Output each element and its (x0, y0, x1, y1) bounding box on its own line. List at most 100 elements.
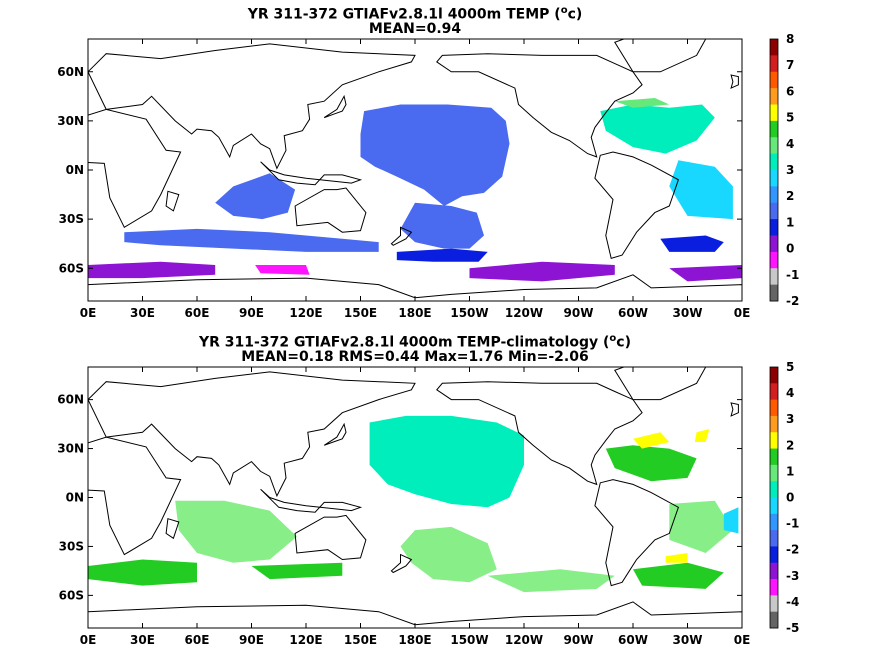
field-region-antarctic-2 (469, 261, 615, 282)
colorbar-segment (770, 137, 778, 155)
coastline-south-america (594, 479, 680, 587)
coastline-madagascar (165, 518, 180, 540)
coastline-uk (730, 74, 739, 89)
coastline-japan (323, 422, 347, 446)
colorbar-label: -4 (786, 595, 799, 609)
colorbar-segment (770, 513, 778, 531)
colorbar-segment (770, 399, 778, 417)
colorbar-segment (770, 611, 778, 629)
colorbar-segment (770, 186, 778, 204)
field-region-atlantic-yellow (633, 432, 670, 449)
colorbar-segment (770, 39, 778, 56)
colorbar-label: -5 (786, 621, 799, 635)
x-tick-label: 120E (289, 306, 322, 320)
colorbar-label: 3 (786, 163, 794, 177)
colorbar-label: 4 (786, 386, 794, 400)
field-region-weddell-deep (660, 235, 724, 252)
coastline-north-america (436, 53, 643, 158)
field-region-south-atlantic (669, 160, 733, 220)
colorbar-segment (770, 595, 778, 613)
colorbar-segment (770, 383, 778, 401)
colorbar-segment (770, 530, 778, 547)
x-tick-label: 150W (450, 633, 488, 647)
top-chart-title: YR 311-372 GTIAFv2.8.1l 4000m TEMP (oc) (88, 3, 742, 23)
map-panel-1: 0E 30E 60E 90E 120E 150E 180E 150W 120W 90W 60W 30W… (57, 360, 799, 647)
top-title-degree: o (560, 5, 568, 16)
field-region-atlantic-green (605, 445, 697, 482)
coastline-north-america (436, 381, 643, 486)
colorbar-segment (770, 153, 778, 171)
bottom-chart-title: YR 311-372 GTIAFv2.8.1l 4000m TEMP-clima… (88, 331, 742, 351)
bottom-title-text: YR 311-372 GTIAFv2.8.1l 4000m TEMP-clima… (199, 334, 610, 351)
x-tick-label: 180E (398, 306, 431, 320)
colorbar-label: 4 (786, 137, 794, 151)
field-region-south-indian-green (251, 562, 343, 580)
colorbar-label: 8 (786, 32, 794, 46)
colorbar-label: 1 (786, 215, 794, 229)
coastline-greenland (614, 39, 707, 73)
colorbar-label: 5 (786, 360, 794, 374)
coastline-australia (294, 187, 367, 233)
coastline-eurasia (88, 43, 416, 170)
colorbar-frame (769, 366, 779, 629)
map-plot-area (88, 39, 742, 301)
colorbar-label: 2 (786, 189, 794, 203)
y-tick-label: 60N (57, 393, 84, 407)
coastline-eurasia (88, 371, 416, 498)
colorbar-label: -2 (786, 543, 799, 557)
field-region-north-atlantic (600, 104, 715, 154)
field-region-south-atlantic-green (669, 500, 733, 553)
colorbar-label: -1 (786, 517, 799, 531)
colorbar-label: 0 (786, 491, 794, 505)
x-tick-label: 90W (564, 633, 594, 647)
x-tick-label: 120W (505, 633, 543, 647)
colorbar-segment (770, 251, 778, 269)
coastline-new-zealand (390, 226, 413, 246)
coastline-antarctica (88, 274, 742, 301)
x-tick-label: 30E (130, 633, 155, 647)
field-region-south-pacific (400, 526, 497, 583)
x-tick-label: 90E (239, 633, 264, 647)
field-region-antarctic-magenta (255, 265, 310, 275)
x-tick-label: 150W (450, 306, 488, 320)
y-tick-label: 30N (57, 442, 84, 456)
coastline-south-america (594, 151, 680, 260)
field-region-indian-ocean (175, 500, 297, 563)
colorbar-segment (770, 170, 778, 187)
x-tick-label: 180E (398, 633, 431, 647)
colorbar-segment (770, 71, 778, 89)
coastline-africa (88, 436, 182, 556)
map-panel-0: 0E 30E 60E 90E 120E 150E 180E 150W 120W 90W 60W 30W… (57, 32, 799, 320)
x-tick-label: 90W (564, 306, 594, 320)
field-region-east-atlantic-cyan (723, 507, 739, 534)
coastline-indonesia (260, 161, 363, 186)
field-region-south-pacific-green (487, 569, 615, 593)
field-region-south-pacific (400, 202, 484, 249)
x-tick-label: 30W (673, 306, 703, 320)
top-chart-subtitle: MEAN=0.94 (368, 21, 462, 37)
colorbar-label: 6 (786, 84, 794, 98)
colorbar-segment (770, 546, 778, 564)
coastline-madagascar (165, 190, 180, 212)
field-region-atlantic-yellow-2 (694, 429, 710, 442)
field-region-north-pacific (360, 104, 510, 206)
colorbar-segment (770, 202, 778, 220)
x-tick-label: 0E (80, 633, 97, 647)
colorbar-label: 2 (786, 438, 794, 452)
field-region-south-atlantic-yellow (665, 553, 688, 563)
colorbar-segment (770, 219, 778, 236)
colorbar-segment (770, 268, 778, 286)
colorbar-label: 0 (786, 242, 794, 256)
y-tick-label: 30S (59, 539, 84, 553)
bottom-chart-subtitle: MEAN=0.18 RMS=0.44 Max=1.76 Min=-2.06 (241, 349, 589, 365)
colorbar-label: 1 (786, 464, 794, 478)
colorbar-label: -1 (786, 268, 799, 282)
colorbar-label: 5 (786, 111, 794, 125)
x-tick-label: 0E (80, 306, 97, 320)
bottom-title-degree: o (609, 333, 617, 344)
y-tick-label: 0N (66, 491, 84, 505)
field-region-southern-deep (396, 248, 488, 262)
colorbar-segment (770, 284, 778, 302)
coastline-japan (323, 94, 347, 119)
